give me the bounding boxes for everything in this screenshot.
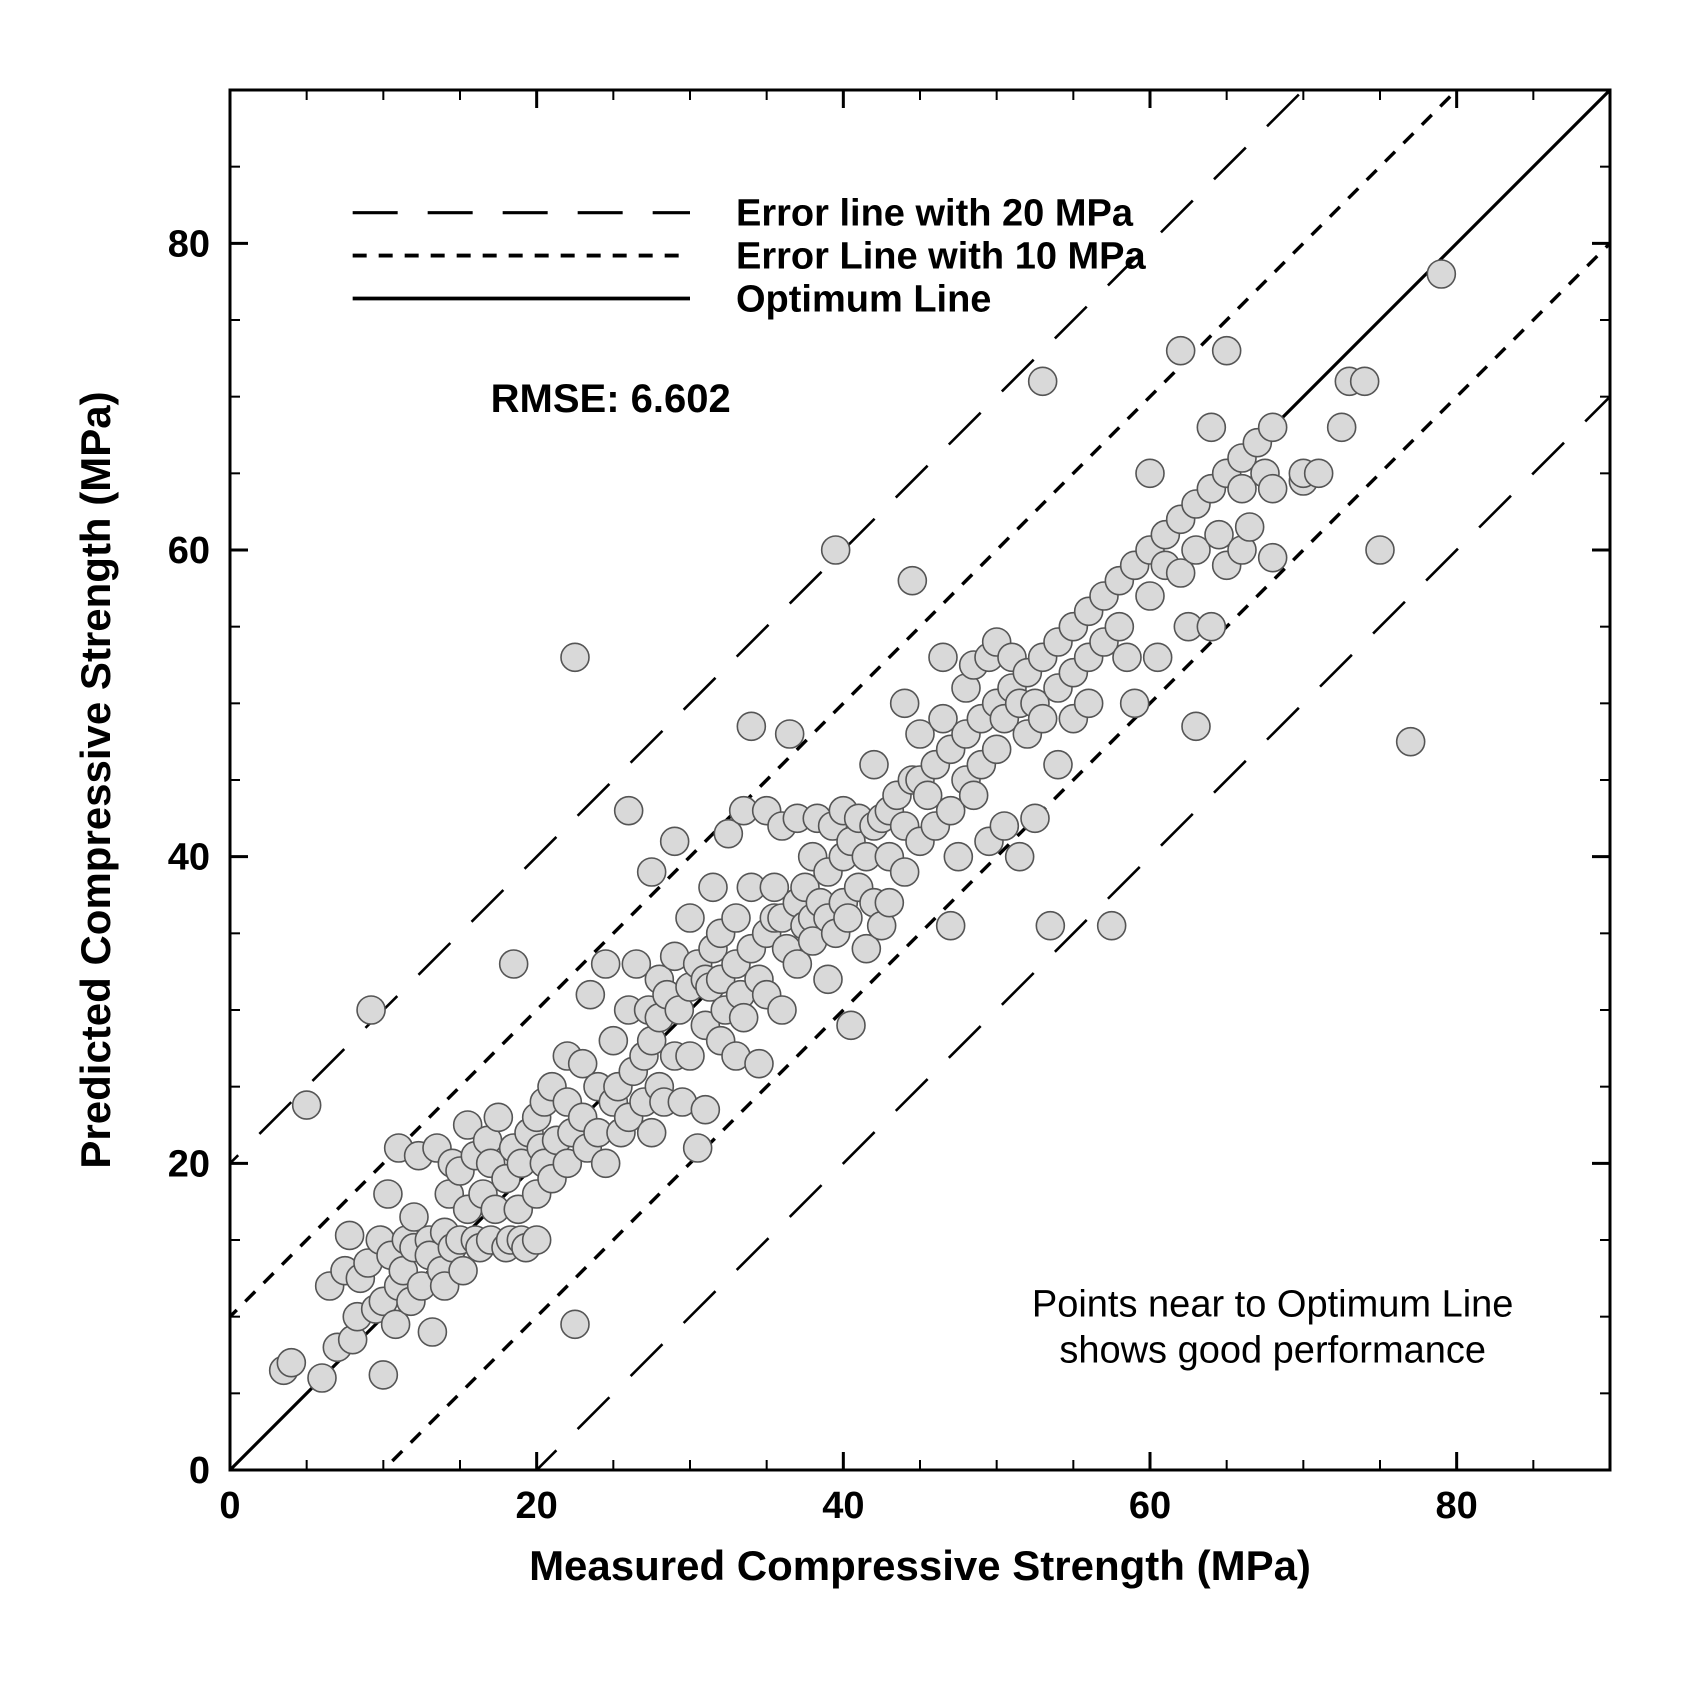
data-point [418,1318,446,1346]
data-point [1197,413,1225,441]
data-point [1006,843,1034,871]
scatter-chart: 0 20 40 60 80 0 20 40 60 80 Measured Compressive S… [0,0,1691,1685]
data-point [1121,689,1149,717]
data-point [722,904,750,932]
rmse-label: RMSE: 6.602 [491,377,731,421]
data-point [737,712,765,740]
data-point [929,643,957,671]
legend-label: Optimum Line [736,279,991,321]
data-point [1167,337,1195,365]
data-point [523,1226,551,1254]
x-tick-label: 40 [822,1485,864,1527]
data-point [1136,582,1164,610]
data-point [983,735,1011,763]
data-point [891,689,919,717]
legend-label: Error line with 20 MPa [736,193,1134,235]
data-point [1021,804,1049,832]
data-point [1105,613,1133,641]
y-tick-label: 0 [189,1450,210,1492]
data-point [1236,513,1264,541]
y-tick-label: 80 [168,223,210,265]
data-point [822,536,850,564]
data-point [1259,544,1287,572]
data-point [745,1050,773,1078]
data-point [1075,689,1103,717]
x-tick-label: 80 [1436,1485,1478,1527]
x-tick-label: 0 [219,1485,240,1527]
data-point [676,1042,704,1070]
data-point [776,720,804,748]
x-axis-label: Measured Compressive Strength (MPa) [529,1542,1311,1589]
data-point [561,1310,589,1338]
data-point [1144,643,1172,671]
data-point [1098,912,1126,940]
data-point [277,1349,305,1377]
chart-svg: 0 20 40 60 80 0 20 40 60 80 Measured Compressive S… [0,0,1691,1685]
y-tick-label: 20 [168,1143,210,1185]
data-point [1029,705,1057,733]
data-point [1213,337,1241,365]
data-point [834,904,862,932]
data-point [1136,459,1164,487]
y-tick-label: 60 [168,530,210,572]
x-tick-label: 20 [516,1485,558,1527]
y-tick-label: 40 [168,837,210,879]
legend-label: Error Line with 10 MPa [736,236,1147,278]
data-point [661,827,689,855]
data-point [484,1103,512,1131]
data-point [1113,643,1141,671]
data-point [814,965,842,993]
data-point [1044,751,1072,779]
data-point [374,1180,402,1208]
data-point [837,1011,865,1039]
data-point [960,781,988,809]
data-point [768,996,796,1024]
data-point [1029,367,1057,395]
data-point [592,950,620,978]
data-point [898,567,926,595]
data-point [699,873,727,901]
y-axis-label: Predicted Compressive Strength (MPa) [72,391,119,1168]
data-point [1259,413,1287,441]
data-point [1328,413,1356,441]
note-line2: shows good performance [1059,1330,1486,1372]
data-point [891,858,919,886]
data-point [860,751,888,779]
data-point [1197,613,1225,641]
data-point [449,1257,477,1285]
data-point [730,1004,758,1032]
data-point [336,1221,364,1249]
data-point [615,797,643,825]
data-point [691,1096,719,1124]
data-point [561,643,589,671]
data-point [1427,260,1455,288]
data-point [1351,367,1379,395]
data-point [293,1091,321,1119]
data-point [1397,728,1425,756]
data-point [1305,459,1333,487]
data-point [676,904,704,932]
note-line1: Points near to Optimum Line [1032,1284,1514,1326]
data-point [1366,536,1394,564]
data-point [500,950,528,978]
data-point [592,1149,620,1177]
data-point [576,981,604,1009]
data-point [638,1119,666,1147]
data-point [369,1361,397,1389]
data-point [308,1364,336,1392]
data-point [638,858,666,886]
data-point [1259,475,1287,503]
data-point [1182,712,1210,740]
data-point [357,996,385,1024]
data-point [1036,912,1064,940]
x-tick-label: 60 [1129,1485,1171,1527]
data-point [990,812,1018,840]
data-point [599,1027,627,1055]
data-point [944,843,972,871]
data-point [937,912,965,940]
data-point [684,1134,712,1162]
data-point [875,889,903,917]
